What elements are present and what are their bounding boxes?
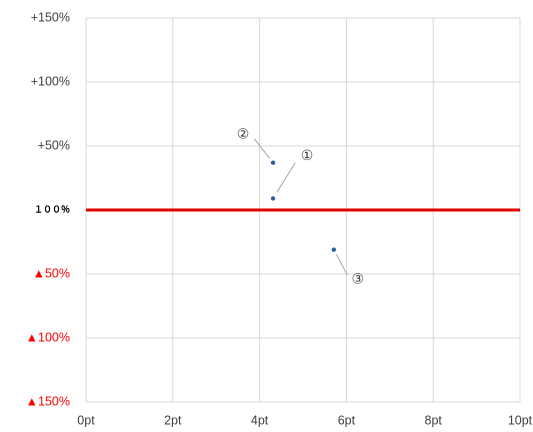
- point-label: ②: [237, 125, 250, 141]
- x-tick-label: 6pt: [338, 413, 356, 427]
- leader-line: [335, 253, 348, 276]
- y-tick-label: ▲50%: [33, 266, 70, 280]
- x-tick-label: 0pt: [77, 413, 95, 427]
- x-tick-label: 2pt: [164, 413, 182, 427]
- x-tick-label: 8pt: [425, 413, 443, 427]
- y-tick-label: +150%: [31, 10, 70, 24]
- y-tick-label: ▲100%: [26, 330, 70, 344]
- y-tick-label: １００％: [34, 204, 70, 214]
- leader-line: [253, 138, 271, 159]
- x-tick-label: 4pt: [251, 413, 269, 427]
- y-tick-label: +100%: [31, 74, 70, 88]
- point-label: ①: [301, 147, 314, 163]
- point-label: ③: [352, 270, 365, 286]
- x-tick-label: 10pt: [508, 413, 533, 427]
- point: [331, 247, 337, 252]
- y-tick-label: +50%: [38, 138, 70, 152]
- leader-line: [276, 162, 296, 193]
- point: [270, 160, 276, 165]
- point: [270, 196, 276, 201]
- y-tick-label: ▲150%: [26, 394, 70, 408]
